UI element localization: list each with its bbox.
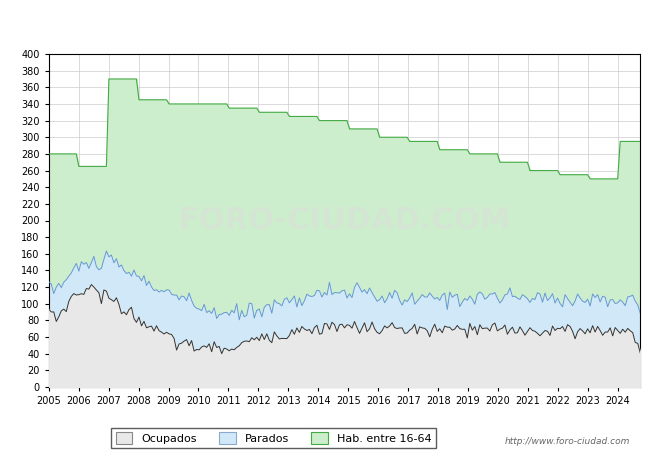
Legend: Ocupados, Parados, Hab. entre 16-64: Ocupados, Parados, Hab. entre 16-64 [111, 428, 436, 448]
Text: Chera - Evolucion de la poblacion en edad de Trabajar Septiembre de 2024: Chera - Evolucion de la poblacion en eda… [90, 17, 560, 30]
Text: http://www.foro-ciudad.com: http://www.foro-ciudad.com [505, 436, 630, 446]
Text: FORO-CIUDAD.COM: FORO-CIUDAD.COM [179, 206, 510, 235]
